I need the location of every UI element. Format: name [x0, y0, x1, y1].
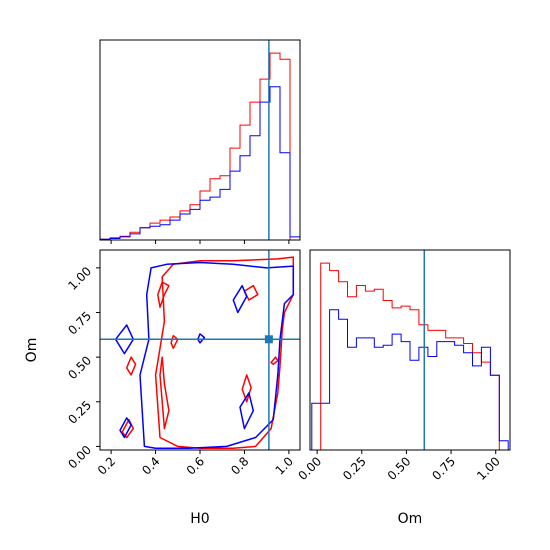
x-axis-label-h0: H0 — [190, 511, 209, 527]
contour-1-4 — [119, 417, 132, 439]
h0-histogram-series — [99, 52, 301, 241]
contour-1-3 — [232, 284, 248, 314]
h0-histogram-panel — [99, 39, 301, 244]
om-histogram-line-0 — [311, 262, 509, 451]
om-histogram-line-1 — [311, 309, 509, 450]
contour-0-5 — [125, 356, 137, 376]
contour-0-7 — [270, 356, 279, 366]
contour-0-1 — [159, 356, 170, 430]
y-axis-label-om: Om — [24, 338, 40, 363]
contour-1-2 — [239, 392, 255, 430]
om-histogram-frame — [309, 249, 511, 451]
contour-0-2 — [157, 281, 170, 308]
contour-0-4 — [121, 418, 135, 439]
contour-0-0 — [154, 256, 295, 449]
x-axis-label-om: Om — [398, 511, 423, 527]
om-histogram-series — [311, 262, 509, 451]
contour-0-6 — [241, 374, 252, 403]
joint-truth-marker — [264, 335, 273, 344]
h0-histogram-line-1 — [99, 86, 301, 240]
contour-0-3 — [170, 334, 179, 349]
contour-1-0 — [139, 261, 295, 449]
h0-histogram-ticks — [110, 240, 290, 244]
